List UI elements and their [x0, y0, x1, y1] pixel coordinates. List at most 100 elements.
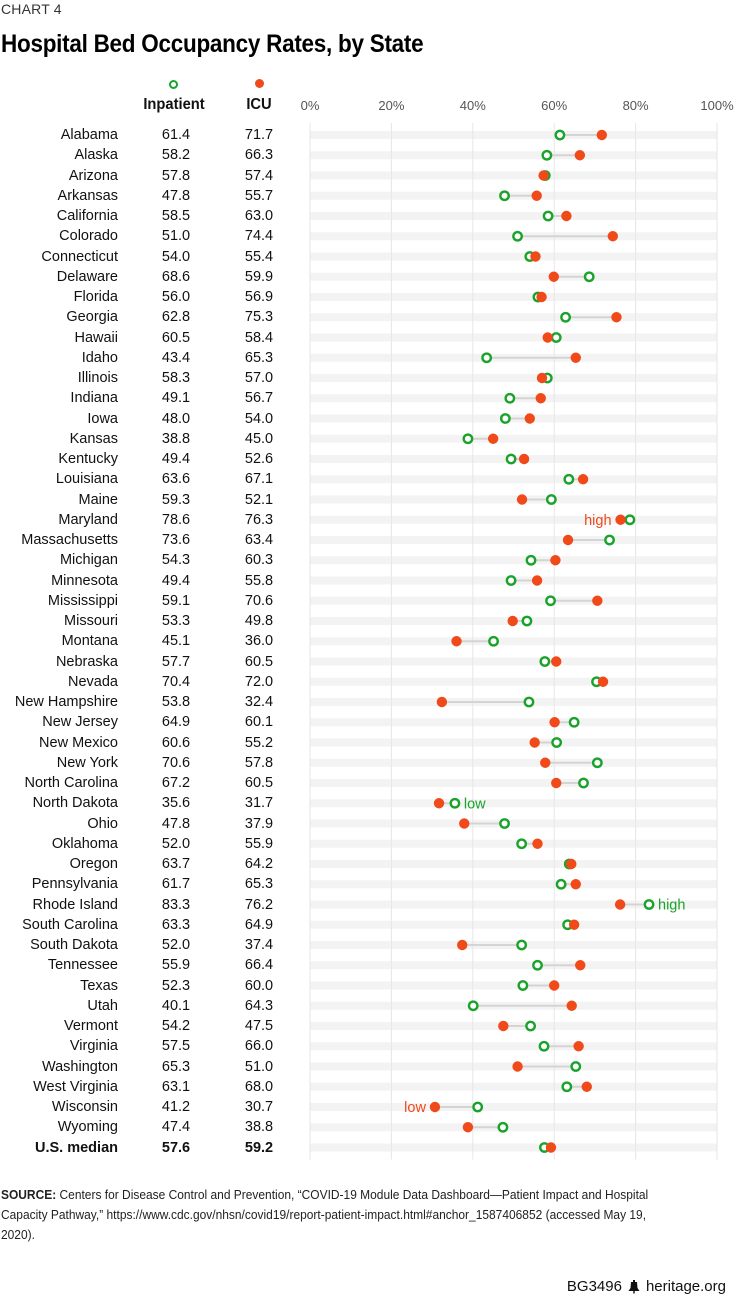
- icu-point: [532, 838, 543, 849]
- icu-value: 60.0: [244, 977, 274, 994]
- icu-value: 64.3: [244, 997, 274, 1014]
- table-row: Maine 59.3 52.1: [0, 490, 300, 510]
- inpatient-point: [449, 797, 461, 809]
- x-tick-label: 100%: [700, 98, 734, 113]
- inpatient-point: [624, 514, 636, 526]
- row-band: [310, 313, 717, 322]
- icu-point: [568, 919, 580, 930]
- icu-value: 65.3: [244, 349, 274, 366]
- inpatient-value: 58.2: [161, 147, 191, 164]
- icu-value: 38.8: [244, 1119, 274, 1136]
- state-name: Montana: [61, 633, 118, 650]
- icu-value: 59.2: [244, 1139, 274, 1156]
- table-row: Minnesota 49.4 55.8: [0, 571, 300, 591]
- table-row: Indiana 49.1 56.7: [0, 388, 300, 408]
- state-name: Georgia: [66, 309, 118, 326]
- state-name: Idaho: [81, 349, 118, 366]
- state-name: Louisiana: [55, 471, 118, 488]
- inpatient-value: 61.4: [161, 127, 191, 143]
- inpatient-value: 49.1: [161, 390, 191, 407]
- state-name: New Mexico: [39, 734, 118, 751]
- inpatient-value: 60.5: [161, 329, 191, 346]
- state-name: Utah: [87, 997, 118, 1014]
- annotation-label: low: [404, 1100, 426, 1116]
- icu-point: [524, 413, 535, 424]
- inpatient-value: 57.6: [161, 1139, 191, 1156]
- inpatient-point: [550, 332, 562, 343]
- icu-value: 56.7: [244, 390, 274, 407]
- state-name: Indiana: [70, 390, 118, 407]
- state-name: New Hampshire: [14, 694, 118, 710]
- icu-value: 60.5: [244, 775, 274, 791]
- table-row: Maryland 78.6 76.3: [0, 510, 300, 530]
- icu-point: [530, 251, 541, 262]
- inpatient-value: 60.6: [161, 734, 191, 751]
- table-row: Mississippi 59.1 70.6: [0, 591, 300, 611]
- x-tick-label: 20%: [378, 98, 405, 113]
- inpatient-value: 67.2: [161, 775, 191, 791]
- inpatient-point: [538, 1040, 550, 1052]
- table-row: New Mexico 60.6 55.2: [0, 733, 300, 753]
- inpatient-value: 70.4: [161, 673, 191, 690]
- icu-point: [577, 474, 589, 485]
- icu-point: [596, 129, 608, 141]
- table-row: Oklahoma 52.0 55.9: [0, 834, 300, 854]
- icu-point: [548, 271, 559, 282]
- state-name: Tennessee: [47, 957, 118, 974]
- inpatient-value: 68.6: [161, 268, 191, 285]
- row-band: [310, 374, 717, 382]
- icu-point: [575, 960, 586, 971]
- table-row: Pennsylvania 61.7 65.3: [0, 874, 300, 894]
- table-row: Texas 52.3 60.0: [0, 976, 300, 996]
- icu-value: 75.3: [244, 309, 274, 326]
- row-band: [310, 758, 717, 767]
- annotation-label: high: [584, 513, 611, 529]
- source-note: SOURCE: Centers for Disease Control and …: [1, 1185, 654, 1245]
- table-row: Nebraska 57.7 60.5: [0, 652, 300, 672]
- inpatient-point: [545, 494, 557, 505]
- row-band: [310, 252, 717, 261]
- icu-point: [459, 818, 470, 829]
- chart-kicker: CHART 4: [1, 1, 62, 17]
- state-name: North Dakota: [32, 795, 118, 812]
- inpatient-value: 49.4: [161, 451, 191, 467]
- icu-point: [457, 939, 468, 951]
- source-label: SOURCE:: [1, 1187, 57, 1202]
- icu-value: 49.8: [244, 613, 274, 629]
- row-band: [310, 1042, 717, 1051]
- inpatient-value: 41.2: [161, 1099, 191, 1115]
- inpatient-value: 62.8: [161, 309, 191, 326]
- icu-value: 76.3: [244, 511, 274, 528]
- inpatient-point: [560, 311, 571, 323]
- icu-value: 31.7: [244, 795, 274, 812]
- table-row: Nevada 70.4 72.0: [0, 672, 300, 692]
- dumbbell-plot: high low high low: [309, 123, 718, 1160]
- state-name: Maryland: [58, 511, 118, 528]
- state-name: Oklahoma: [51, 835, 118, 852]
- row-band: [310, 1082, 717, 1091]
- row-band: [310, 212, 717, 220]
- table-row: North Carolina 67.2 60.5: [0, 773, 300, 793]
- icu-value: 76.2: [244, 896, 274, 913]
- inpatient-point: [568, 716, 580, 728]
- icu-value: 60.1: [244, 714, 274, 731]
- row-band: [310, 1103, 717, 1111]
- inpatient-value: 83.3: [161, 896, 191, 913]
- row-band: [310, 920, 717, 929]
- row-band: [310, 515, 717, 524]
- inpatient-value: 59.1: [161, 592, 191, 609]
- inpatient-value: 63.1: [161, 1078, 191, 1095]
- icu-point: [615, 514, 626, 525]
- table-row: Florida 56.0 56.9: [0, 287, 300, 307]
- column-header-icu: ICU: [246, 96, 272, 113]
- table-row: Tennessee 55.9 66.4: [0, 955, 300, 975]
- inpatient-value: 63.3: [161, 916, 191, 933]
- icu-point: [531, 190, 542, 201]
- inpatient-point: [578, 777, 589, 789]
- site-link[interactable]: heritage.org: [645, 1278, 726, 1295]
- inpatient-point: [523, 696, 535, 708]
- icu-value: 65.3: [244, 876, 274, 893]
- state-name: Wyoming: [57, 1119, 118, 1136]
- state-name: U.S. median: [35, 1139, 118, 1156]
- row-band: [310, 495, 717, 504]
